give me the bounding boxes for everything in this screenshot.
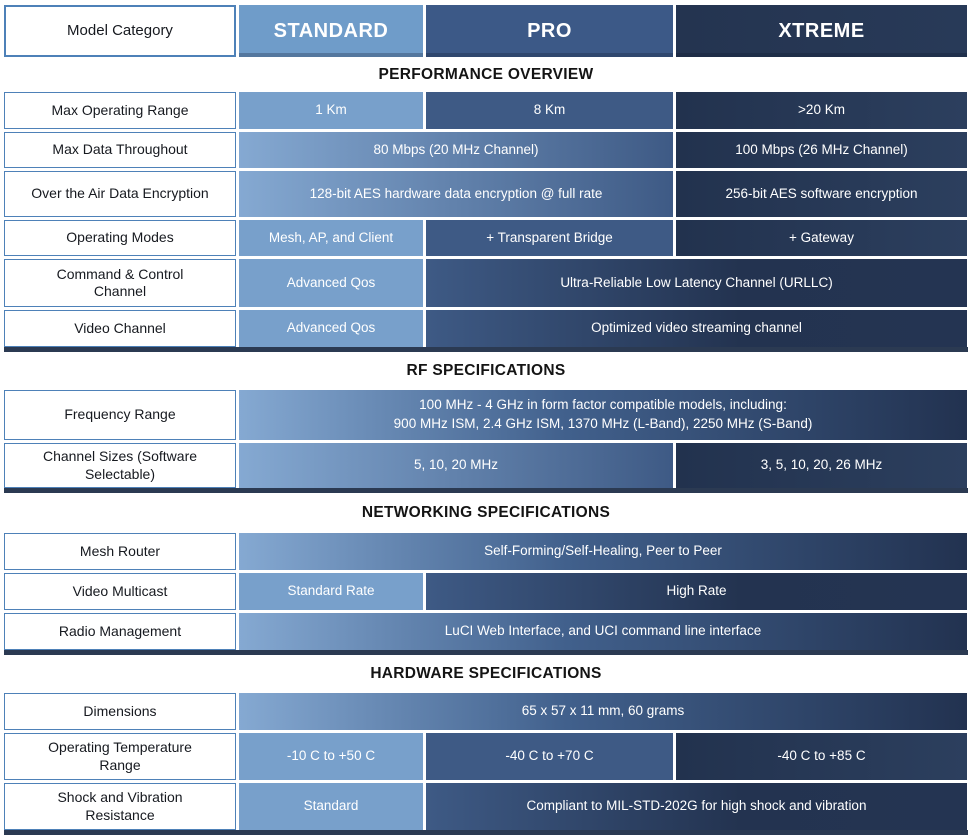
spec-value-all: 65 x 57 x 11 mm, 60 grams <box>239 693 967 730</box>
table-row: Mesh Router Self-Forming/Self-Healing, P… <box>4 533 968 570</box>
table-row: Over the Air Data Encryption 128-bit AES… <box>4 171 968 217</box>
spec-label: Command & Control Channel <box>4 259 236 307</box>
spec-value-standard: Advanced Qos <box>239 310 423 347</box>
table-row: Dimensions 65 x 57 x 11 mm, 60 grams <box>4 693 968 730</box>
spec-label: Shock and Vibration Resistance <box>4 783 236 830</box>
spec-value-pro-xtreme: Optimized video streaming channel <box>426 310 967 347</box>
spec-value-xtreme: + Gateway <box>676 220 967 256</box>
spec-value-pro-xtreme: Ultra-Reliable Low Latency Channel (URLL… <box>426 259 967 307</box>
column-header-standard: STANDARD <box>239 5 423 57</box>
table-row: Radio Management LuCI Web Interface, and… <box>4 613 968 650</box>
table-row: Command & Control Channel Advanced Qos U… <box>4 259 968 307</box>
spec-label: Over the Air Data Encryption <box>4 171 236 217</box>
column-header-xtreme: XTREME <box>676 5 967 57</box>
spec-value-all: 100 MHz - 4 GHz in form factor compatibl… <box>239 390 967 440</box>
spec-label: Radio Management <box>4 613 236 650</box>
spec-label: Max Data Throughout <box>4 132 236 168</box>
table-row: Shock and Vibration Resistance Standard … <box>4 783 968 830</box>
spec-value-xtreme: 100 Mbps (26 MHz Channel) <box>676 132 967 168</box>
spec-value-standard-pro: 128-bit AES hardware data encryption @ f… <box>239 171 673 217</box>
spec-value-pro: 8 Km <box>426 92 673 129</box>
spec-label: Dimensions <box>4 693 236 730</box>
spec-label: Frequency Range <box>4 390 236 440</box>
spec-value-pro-xtreme: Compliant to MIL-STD-202G for high shock… <box>426 783 967 830</box>
spec-value-xtreme: >20 Km <box>676 92 967 129</box>
spec-value-standard-pro: 80 Mbps (20 MHz Channel) <box>239 132 673 168</box>
model-category-label: Model Category <box>4 5 236 57</box>
table-row: Frequency Range 100 MHz - 4 GHz in form … <box>4 390 968 440</box>
section-title-networking: NETWORKING SPECIFICATIONS <box>361 504 611 521</box>
spec-value-all: LuCI Web Interface, and UCI command line… <box>239 613 967 650</box>
section-performance: Max Operating Range 1 Km 8 Km >20 Km Max… <box>4 92 968 352</box>
table-row: Channel Sizes (Software Selectable) 5, 1… <box>4 443 968 488</box>
spec-value-xtreme: -40 C to +85 C <box>676 733 967 780</box>
section-hardware: Dimensions 65 x 57 x 11 mm, 60 grams Ope… <box>4 693 968 835</box>
spec-value-pro: -40 C to +70 C <box>426 733 673 780</box>
spec-value-all: Self-Forming/Self-Healing, Peer to Peer <box>239 533 967 570</box>
spec-value-xtreme: 3, 5, 10, 20, 26 MHz <box>676 443 967 488</box>
section-rf: Frequency Range 100 MHz - 4 GHz in form … <box>4 390 968 493</box>
column-header-pro: PRO <box>426 5 673 57</box>
spec-value-pro: + Transparent Bridge <box>426 220 673 256</box>
spec-value-pro-xtreme: High Rate <box>426 573 967 610</box>
model-category-header-row: Model Category STANDARD PRO XTREME <box>4 5 968 57</box>
table-row: Max Operating Range 1 Km 8 Km >20 Km <box>4 92 968 129</box>
table-row: Video Channel Advanced Qos Optimized vid… <box>4 310 968 347</box>
spec-value-standard: Mesh, AP, and Client <box>239 220 423 256</box>
spec-value-standard: Standard Rate <box>239 573 423 610</box>
spec-value-standard: Standard <box>239 783 423 830</box>
spec-value-standard: Advanced Qos <box>239 259 423 307</box>
spec-label: Mesh Router <box>4 533 236 570</box>
spec-label: Channel Sizes (Software Selectable) <box>4 443 236 488</box>
spec-label: Operating Temperature Range <box>4 733 236 780</box>
spec-value-xtreme: 256-bit AES software encryption <box>676 171 967 217</box>
spec-label: Video Multicast <box>4 573 236 610</box>
spec-value-standard-pro: 5, 10, 20 MHz <box>239 443 673 488</box>
table-row: Video Multicast Standard Rate High Rate <box>4 573 968 610</box>
spec-label: Video Channel <box>4 310 236 347</box>
spec-label: Max Operating Range <box>4 92 236 129</box>
spec-value-standard: -10 C to +50 C <box>239 733 423 780</box>
section-title-performance: PERFORMANCE OVERVIEW <box>378 65 594 83</box>
section-networking: Mesh Router Self-Forming/Self-Healing, P… <box>4 533 968 655</box>
table-row: Max Data Throughout 80 Mbps (20 MHz Chan… <box>4 132 968 168</box>
table-row: Operating Temperature Range -10 C to +50… <box>4 733 968 780</box>
section-title-rf: RF SPECIFICATIONS <box>406 362 566 379</box>
spec-value-standard: 1 Km <box>239 92 423 129</box>
section-title-hardware: HARDWARE SPECIFICATIONS <box>370 665 602 682</box>
spec-label: Operating Modes <box>4 220 236 256</box>
table-row: Operating Modes Mesh, AP, and Client + T… <box>4 220 968 256</box>
